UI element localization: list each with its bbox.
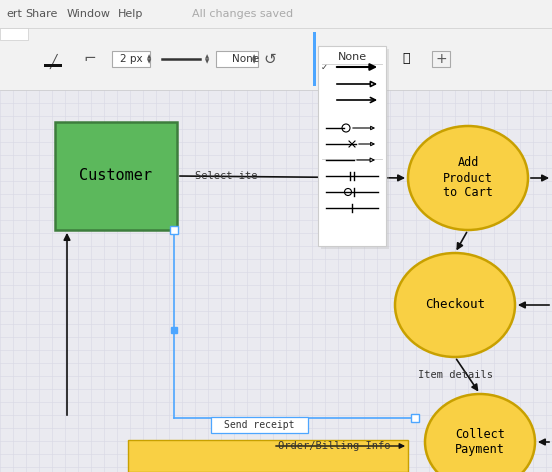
- Bar: [44, 64, 62, 67]
- Text: Send receipt: Send receipt: [224, 420, 295, 430]
- Text: Order/Billing Info: Order/Billing Info: [278, 441, 390, 451]
- Text: Customer: Customer: [79, 169, 152, 184]
- Text: ▼: ▼: [252, 59, 256, 65]
- Bar: [211, 417, 308, 433]
- Text: Checkout: Checkout: [425, 298, 485, 312]
- Bar: [321, 49, 389, 249]
- FancyBboxPatch shape: [216, 51, 258, 67]
- Text: Add
Product
to Cart: Add Product to Cart: [443, 157, 493, 200]
- Text: None: None: [337, 52, 367, 62]
- Text: 2 px: 2 px: [120, 54, 142, 64]
- Text: Item details: Item details: [418, 370, 493, 380]
- Bar: [313, 32, 316, 86]
- Text: Collect
Payment: Collect Payment: [455, 428, 505, 456]
- Text: ⌐: ⌐: [83, 51, 97, 67]
- Text: ert: ert: [6, 9, 22, 19]
- FancyBboxPatch shape: [112, 51, 150, 67]
- Text: ▼: ▼: [147, 59, 151, 65]
- Text: ▲: ▲: [205, 54, 209, 59]
- Text: ▲: ▲: [147, 54, 151, 59]
- Text: ✓: ✓: [321, 62, 327, 71]
- Text: ▲: ▲: [252, 54, 256, 59]
- Ellipse shape: [395, 253, 515, 357]
- Text: ↺: ↺: [264, 51, 277, 67]
- Bar: [0, 90, 552, 472]
- Text: ╱: ╱: [49, 53, 57, 68]
- Bar: [55, 122, 177, 230]
- Text: +: +: [435, 52, 447, 66]
- Text: Select ite: Select ite: [195, 171, 257, 181]
- Bar: [0, 28, 28, 40]
- Bar: [318, 46, 386, 246]
- Bar: [0, 0, 552, 28]
- Text: Help: Help: [118, 9, 144, 19]
- Text: Share: Share: [25, 9, 57, 19]
- Text: All changes saved: All changes saved: [192, 9, 293, 19]
- Text: None: None: [232, 54, 259, 64]
- Ellipse shape: [425, 394, 535, 472]
- Text: ▼: ▼: [205, 59, 209, 65]
- Ellipse shape: [408, 126, 528, 230]
- Text: ✓: ✓: [317, 54, 325, 64]
- Text: Window: Window: [67, 9, 111, 19]
- Bar: [128, 440, 408, 472]
- Bar: [0, 28, 552, 90]
- Text: 🔒: 🔒: [402, 52, 410, 66]
